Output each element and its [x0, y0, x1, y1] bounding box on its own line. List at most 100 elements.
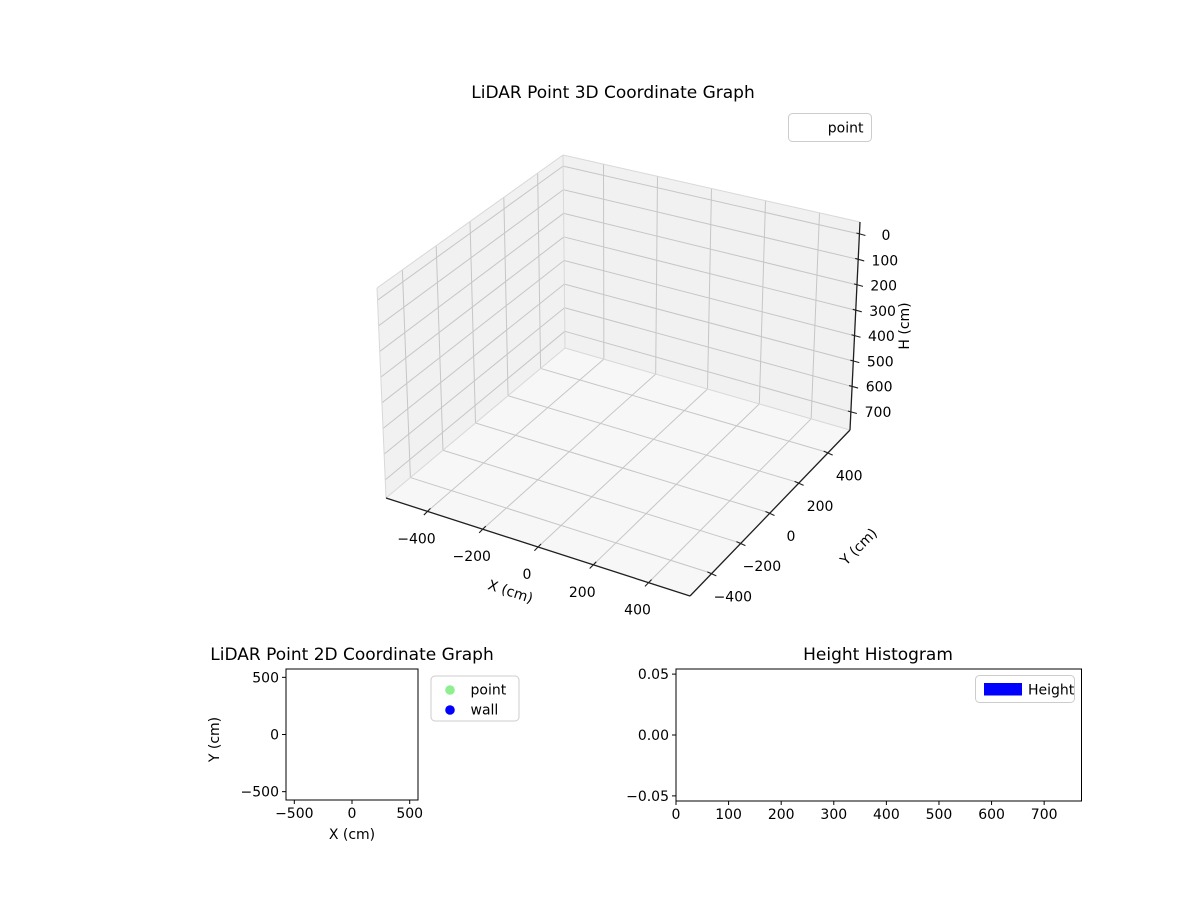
pane-edge	[564, 347, 851, 431]
legend-marker-point	[445, 685, 455, 695]
y-tick-label: 400	[836, 469, 863, 485]
z-tick-label: 200	[870, 279, 897, 295]
x-tick-label: 100	[715, 807, 742, 823]
y-gridline-wall	[537, 173, 542, 369]
y-gridline-floor	[540, 367, 829, 454]
y-tick	[823, 450, 833, 456]
z-tick	[850, 359, 860, 364]
x-gridline-wall	[655, 176, 658, 375]
x-tick-label: 500	[926, 807, 953, 823]
pane-edge	[562, 154, 861, 223]
y-tick-label: 0	[787, 529, 796, 545]
plot-3d: −400−20002004004002000−200−4000100200300…	[376, 113, 913, 619]
y-gridline-floor	[442, 449, 742, 544]
y-tick-label: −400	[714, 589, 752, 605]
x-tick-label: 300	[820, 807, 847, 823]
z-gridline-right	[563, 236, 856, 311]
x-tick	[589, 561, 597, 569]
y-gridline-floor	[410, 477, 712, 574]
x-tick	[423, 507, 431, 516]
legend-box	[788, 113, 872, 142]
y-tick-label: 500	[252, 670, 279, 686]
x-gridline-wall	[758, 200, 766, 404]
y-tick	[707, 571, 717, 577]
z-gridline-left	[378, 189, 564, 327]
y-axis-label: Y (cm)	[207, 717, 223, 763]
y-gridline-wall	[401, 269, 411, 478]
z-gridline-left	[381, 260, 565, 404]
plot-2d-title: LiDAR Point 2D Coordinate Graph	[210, 645, 494, 665]
x-tick-label: 0	[523, 567, 532, 583]
z-tick-label: 0	[882, 228, 891, 244]
x-tick-label: 200	[768, 807, 795, 823]
z-axis-spine	[849, 221, 861, 431]
z-tick-label: 700	[865, 405, 892, 421]
pane-edge	[562, 154, 566, 349]
z-tick	[851, 334, 861, 338]
x-tick-label: 0	[348, 806, 357, 822]
y-gridline-floor	[507, 395, 800, 484]
z-tick	[848, 385, 859, 389]
x-gridline-wall	[810, 212, 820, 419]
x-tick-label: 200	[569, 585, 596, 601]
pane-left	[377, 155, 565, 498]
z-tick	[855, 257, 865, 262]
pane-edge	[376, 154, 564, 289]
x-axis-label: X (cm)	[329, 827, 375, 843]
z-gridline-right	[564, 307, 853, 388]
y-gridline-floor	[475, 422, 771, 514]
z-tick	[847, 410, 858, 415]
z-tick	[853, 283, 864, 287]
x-tick-label: 500	[396, 806, 423, 822]
z-gridline-right	[563, 260, 855, 337]
legend-label: point	[471, 683, 507, 699]
y-tick-label: −200	[743, 559, 781, 575]
x-tick-label: −400	[397, 531, 435, 547]
y-gridline-wall	[435, 245, 444, 451]
pane-edge	[385, 347, 566, 499]
z-gridline-right	[563, 212, 858, 286]
y-tick-label: −0.05	[626, 789, 669, 805]
y-tick-label: 200	[807, 499, 834, 515]
y-tick-label: −500	[241, 785, 279, 801]
x-tick-label: −200	[453, 549, 491, 565]
x-tick-label: 700	[1031, 807, 1058, 823]
z-gridline-left	[384, 330, 566, 481]
x-tick-label: 600	[978, 807, 1005, 823]
z-tick	[852, 308, 862, 313]
y-tick-label: 0.00	[638, 728, 669, 744]
y-gridline-wall	[469, 221, 476, 424]
legend-patch	[984, 683, 1022, 696]
legend-marker-wall	[445, 705, 455, 715]
z-tick-label: 300	[869, 304, 896, 320]
pane-edge	[376, 287, 387, 499]
legend-label: wall	[471, 703, 499, 719]
legend-label: Height	[1028, 683, 1075, 699]
x-tick	[478, 525, 487, 534]
y-tick	[794, 480, 804, 486]
z-gridline-right	[563, 165, 860, 235]
z-gridline-left	[383, 307, 565, 455]
z-axis-label: H (cm)	[897, 302, 913, 349]
x-gridline-wall	[707, 188, 712, 390]
x-tick-label: −500	[275, 806, 313, 822]
z-gridline-right	[564, 283, 854, 362]
z-tick-label: 400	[868, 329, 895, 345]
y-tick	[736, 541, 746, 547]
plot-2d: −500 0 500 500 0 −500 X (cm) Y (cm) point wall	[207, 668, 520, 843]
legend-box	[975, 675, 1075, 703]
plot-3d-title: LiDAR Point 3D Coordinate Graph	[471, 83, 755, 103]
x-tick-label: 400	[624, 603, 651, 619]
y-tick-label: 0.05	[638, 667, 669, 683]
z-gridline-left	[379, 212, 564, 352]
axes-frame	[285, 668, 419, 801]
legend-label: point	[828, 121, 864, 137]
plot-histogram-title: Height Histogram	[803, 645, 953, 665]
x-tick-label: 400	[873, 807, 900, 823]
z-gridline-right	[564, 330, 852, 413]
z-gridline-left	[382, 283, 565, 429]
z-tick	[856, 232, 866, 237]
z-gridline-left	[377, 165, 564, 301]
z-gridline-left	[380, 236, 565, 378]
